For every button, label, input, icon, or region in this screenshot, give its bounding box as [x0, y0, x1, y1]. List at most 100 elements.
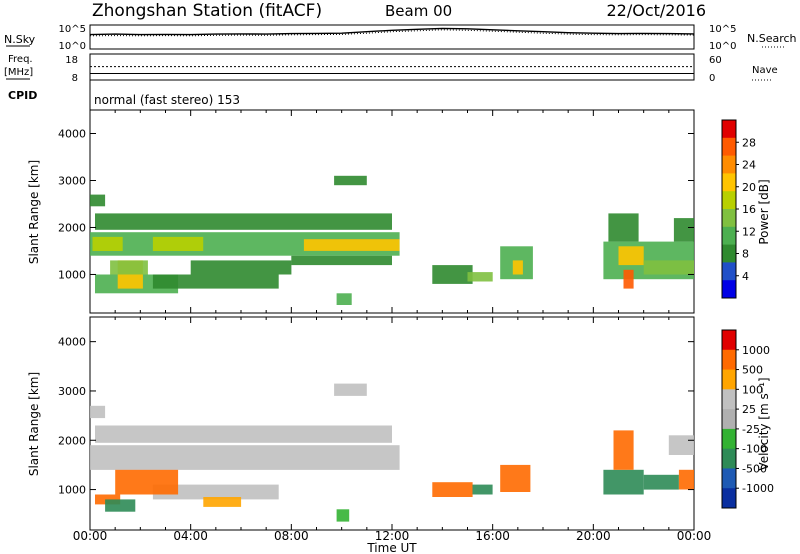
velocity-cbar-swatch-3 — [722, 389, 736, 410]
velocity-cbar-tick-label-5: -100 — [742, 443, 767, 456]
power-cells-ytick-label-3: 4000 — [58, 127, 86, 140]
velocity-cbar-tick-label-6: -500 — [742, 462, 767, 475]
velocity-cells-region-3 — [152, 484, 279, 500]
velocity-cells-region-10 — [432, 482, 473, 497]
velocity-cbar-swatch-7 — [722, 468, 736, 489]
power-cbar-swatch-9 — [722, 280, 736, 299]
velocity-cells-region-6 — [115, 469, 179, 495]
power-cbar-tick-label-3: 16 — [742, 203, 756, 216]
velocity-cells-region-15 — [643, 474, 679, 490]
power-cbar-tick-label-5: 8 — [742, 248, 749, 261]
power-cbar-tick-label-1: 24 — [742, 159, 756, 172]
velocity-cbar-frame — [721, 329, 737, 509]
velocity-cells-region-11 — [472, 484, 493, 495]
freq-left-tick-bottom: 8 — [72, 73, 78, 84]
power-cbar-swatch-6 — [722, 226, 736, 246]
noise-series-0 — [89, 27, 695, 36]
power-cells-region-19 — [618, 246, 644, 266]
power-cells-ytick-label-1: 2000 — [58, 221, 86, 234]
time-ticklabels: 00:00 04:00 08:00 12:00 16:00 20:00 00:00 — [73, 529, 712, 543]
station-title: Zhongshan Station (fitACF) — [92, 1, 322, 21]
power-cbar-swatch-2 — [722, 155, 736, 174]
velocity-cbar-label: Velocity [m s⁻¹] — [757, 377, 771, 470]
time-tick-label-2: 08:00 — [274, 529, 309, 543]
velocity-cells-region-2 — [90, 405, 106, 419]
velocity-cbar-swatch-0 — [722, 330, 736, 351]
power-cells-region-3 — [303, 239, 400, 251]
velocity-cbar-tick-label-0: 1000 — [742, 344, 770, 357]
velocity-cells-region-8 — [203, 497, 242, 507]
velocity-cells-ytick-label-0: 1000 — [58, 484, 86, 497]
velocity-cbar-swatch-2 — [722, 369, 736, 390]
power-cbar-label: Power [dB] — [757, 179, 771, 244]
power-cells-region-2 — [152, 236, 204, 251]
power-cells-ytick-label-0: 1000 — [58, 268, 86, 281]
velocity-cells-ytick-label-2: 3000 — [58, 385, 86, 398]
power-cbar-swatch-1 — [722, 137, 736, 157]
nsearch-label: N.Search — [747, 32, 797, 45]
power-cells-region-22 — [608, 213, 639, 242]
power-cells-region-8 — [110, 260, 148, 275]
noise-right-tick-bottom: 10^0 — [709, 41, 736, 52]
velocity-cells-region-9 — [336, 509, 350, 522]
velocity-colorbar: 1000 500 100 25 -25 -100 -500 -1000 — [721, 329, 774, 509]
power-cbar-tick-label-2: 20 — [742, 181, 756, 194]
velocity-cells-region-13 — [603, 469, 644, 495]
velocity-cbar-tick-label-7: -1000 — [742, 482, 774, 495]
cpid-value: normal (fast stereo) 153 — [94, 93, 240, 107]
beam-label: Beam 00 — [385, 2, 452, 20]
noise-panel-frame — [89, 24, 695, 50]
power-cells-ytick-label-2: 3000 — [58, 174, 86, 187]
velocity-yticks: 1000 2000 3000 4000 — [58, 336, 694, 497]
velocity-cells — [90, 383, 694, 522]
velocity-cbar-swatch-1 — [722, 349, 736, 371]
time-tick-label-5: 20:00 — [576, 529, 611, 543]
power-cells-region-5 — [90, 194, 106, 207]
time-tick-label-0: 00:00 — [73, 529, 108, 543]
power-cells-region-9 — [152, 274, 279, 289]
noise-left-tick-top: 10^5 — [59, 24, 86, 35]
power-cells-region-23 — [673, 218, 694, 242]
power-cells-region-21 — [643, 260, 694, 275]
power-cells-region-15 — [467, 272, 493, 282]
freq-label: Freq. — [8, 54, 33, 65]
velocity-cbar-swatch-4 — [722, 409, 736, 430]
velocity-cells-region-0 — [90, 445, 400, 470]
nave-right-tick-bottom: 0 — [709, 73, 715, 84]
power-cells-region-11 — [334, 175, 367, 186]
power-cells-region-1 — [92, 236, 123, 251]
power-cbar-swatch-5 — [722, 209, 736, 228]
time-tick-label-1: 04:00 — [173, 529, 208, 543]
power-cbar-swatch-8 — [722, 262, 736, 281]
velocity-xticks — [89, 317, 695, 530]
nave-right-tick-top: 60 — [709, 55, 722, 66]
power-cbar-swatch-0 — [722, 120, 736, 139]
cpid-label: CPID — [8, 89, 37, 102]
velocity-cbar-tick-label-3: 25 — [742, 403, 756, 416]
power-xticks — [89, 110, 695, 313]
power-cbar-swatch-7 — [722, 244, 736, 263]
power-cbar-swatch-4 — [722, 191, 736, 210]
power-cbar-swatch-3 — [722, 173, 736, 192]
power-cells-region-12 — [336, 293, 352, 305]
time-tick-label-3: 12:00 — [375, 529, 410, 543]
velocity-cbar-swatch-5 — [722, 428, 736, 450]
power-ylabel: Slant Range [km] — [27, 160, 41, 264]
velocity-cbar-tick-label-1: 500 — [742, 364, 763, 377]
velocity-cells-ytick-label-1: 2000 — [58, 434, 86, 447]
power-cells-region-4 — [95, 213, 392, 230]
power-cells-region-13 — [291, 255, 392, 266]
velocity-ylabel: Slant Range [km] — [27, 372, 41, 476]
velocity-cells-ytick-label-3: 4000 — [58, 336, 86, 349]
power-cells-region-10 — [190, 260, 292, 275]
nave-label: Nave — [752, 65, 778, 76]
velocity-cells-region-1 — [95, 425, 392, 443]
power-cbar-tick-label-0: 28 — [742, 136, 756, 149]
velocity-cells-region-7 — [105, 499, 136, 512]
power-yticks: 1000 2000 3000 4000 — [58, 127, 694, 281]
velocity-cbar-tick-label-2: 100 — [742, 383, 763, 396]
velocity-cells-region-4 — [334, 383, 367, 396]
noise-left-tick-bottom: 10^0 — [59, 41, 86, 52]
date-label: 22/Oct/2016 — [606, 1, 706, 20]
